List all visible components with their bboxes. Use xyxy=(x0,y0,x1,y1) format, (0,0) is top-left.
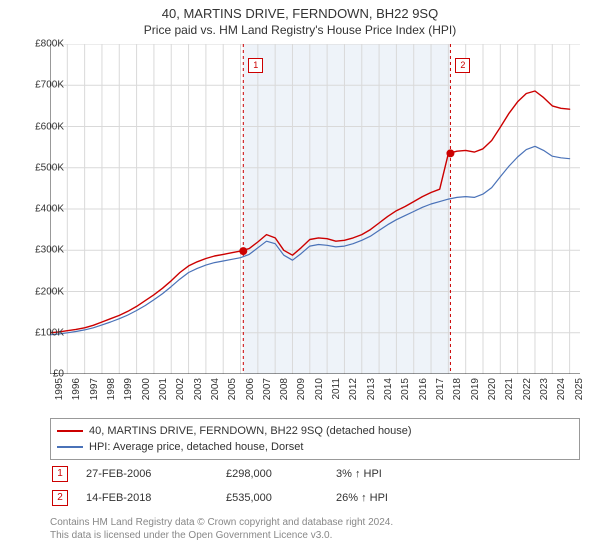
legend-item: 40, MARTINS DRIVE, FERNDOWN, BH22 9SQ (d… xyxy=(57,423,573,439)
sale-row: 1 27-FEB-2006£298,0003% ↑ HPI xyxy=(50,462,580,486)
x-tick-label: 2004 xyxy=(210,378,221,400)
y-tick-label: £800K xyxy=(35,39,64,50)
price-chart xyxy=(50,44,580,374)
x-tick-label: 2016 xyxy=(418,378,429,400)
sale-date: 27-FEB-2006 xyxy=(86,468,226,480)
sale-marker-icon: 2 xyxy=(52,490,68,506)
y-tick-label: £100K xyxy=(35,327,64,338)
legend: 40, MARTINS DRIVE, FERNDOWN, BH22 9SQ (d… xyxy=(50,418,580,460)
x-tick-label: 2011 xyxy=(331,378,342,400)
sale-marker-icon: 1 xyxy=(52,466,68,482)
legend-label: HPI: Average price, detached house, Dors… xyxy=(89,439,303,455)
x-tick-label: 1995 xyxy=(54,378,65,400)
footer-attribution: Contains HM Land Registry data © Crown c… xyxy=(50,516,580,542)
x-tick-label: 2007 xyxy=(262,378,273,400)
x-tick-label: 1998 xyxy=(106,378,117,400)
y-tick-label: £400K xyxy=(35,204,64,215)
x-tick-label: 2022 xyxy=(522,378,533,400)
footer-line-1: Contains HM Land Registry data © Crown c… xyxy=(50,516,580,529)
sale-price: £535,000 xyxy=(226,492,336,504)
x-tick-label: 2002 xyxy=(175,378,186,400)
x-tick-label: 2024 xyxy=(556,378,567,400)
x-tick-label: 2020 xyxy=(487,378,498,400)
y-tick-label: £700K xyxy=(35,80,64,91)
x-tick-label: 1999 xyxy=(123,378,134,400)
x-tick-label: 2023 xyxy=(539,378,550,400)
y-tick-label: £500K xyxy=(35,162,64,173)
x-tick-label: 2008 xyxy=(279,378,290,400)
legend-item: HPI: Average price, detached house, Dors… xyxy=(57,439,573,455)
x-tick-label: 1997 xyxy=(89,378,100,400)
x-tick-label: 2018 xyxy=(452,378,463,400)
x-tick-label: 2010 xyxy=(314,378,325,400)
legend-label: 40, MARTINS DRIVE, FERNDOWN, BH22 9SQ (d… xyxy=(89,423,412,439)
sales-table: 1 27-FEB-2006£298,0003% ↑ HPI 2 14-FEB-2018… xyxy=(50,462,580,510)
sale-delta: 26% ↑ HPI xyxy=(336,492,580,504)
x-tick-label: 2025 xyxy=(574,378,585,400)
sale-marker-1: 1 xyxy=(248,58,263,73)
legend-swatch xyxy=(57,446,83,448)
legend-swatch xyxy=(57,430,83,432)
chart-area: 12 xyxy=(50,44,580,374)
page-subtitle: Price paid vs. HM Land Registry's House … xyxy=(0,21,600,37)
sale-delta: 3% ↑ HPI xyxy=(336,468,580,480)
footer-line-2: This data is licensed under the Open Gov… xyxy=(50,529,580,542)
sale-row: 2 14-FEB-2018£535,00026% ↑ HPI xyxy=(50,486,580,510)
y-tick-label: £300K xyxy=(35,245,64,256)
x-tick-label: 2021 xyxy=(504,378,515,400)
x-tick-label: 2013 xyxy=(366,378,377,400)
y-tick-label: £600K xyxy=(35,121,64,132)
x-tick-label: 2017 xyxy=(435,378,446,400)
sale-price: £298,000 xyxy=(226,468,336,480)
x-tick-label: 2001 xyxy=(158,378,169,400)
page-root: 40, MARTINS DRIVE, FERNDOWN, BH22 9SQ Pr… xyxy=(0,0,600,560)
x-tick-label: 2014 xyxy=(383,378,394,400)
x-tick-label: 1996 xyxy=(71,378,82,400)
x-tick-label: 2006 xyxy=(245,378,256,400)
sale-date: 14-FEB-2018 xyxy=(86,492,226,504)
sale-marker-2: 2 xyxy=(455,58,470,73)
page-title: 40, MARTINS DRIVE, FERNDOWN, BH22 9SQ xyxy=(0,0,600,21)
x-tick-label: 2009 xyxy=(296,378,307,400)
x-tick-label: 2000 xyxy=(141,378,152,400)
x-tick-label: 2003 xyxy=(193,378,204,400)
x-tick-label: 2012 xyxy=(348,378,359,400)
y-tick-label: £200K xyxy=(35,286,64,297)
x-tick-label: 2005 xyxy=(227,378,238,400)
x-tick-label: 2019 xyxy=(470,378,481,400)
x-tick-label: 2015 xyxy=(400,378,411,400)
